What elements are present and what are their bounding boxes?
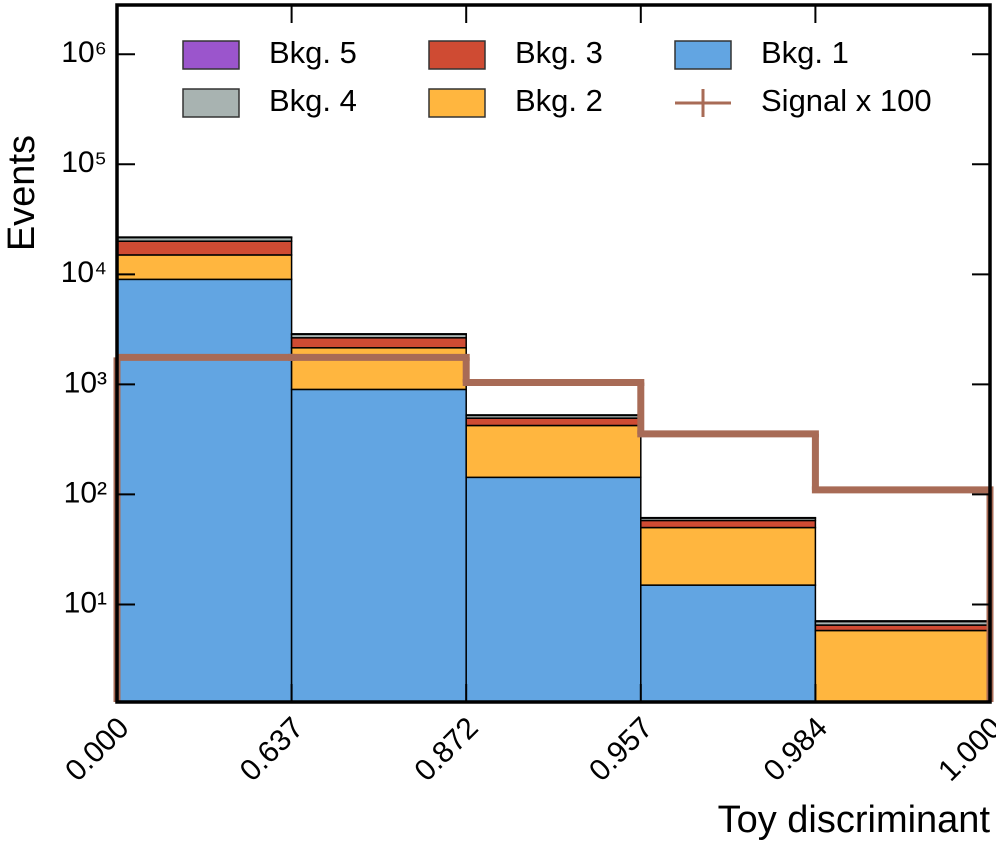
y-tick-label: 10⁴	[61, 256, 107, 289]
legend-swatch	[674, 40, 732, 70]
x-tick-label: 0.000	[59, 711, 135, 787]
legend-label: Bkg. 1	[761, 35, 849, 70]
bar-segment	[290, 333, 467, 336]
legend-label: Bkg. 2	[515, 83, 603, 118]
x-tick-label: 0.872	[408, 711, 484, 787]
bar-segment	[465, 417, 642, 427]
bar-segment	[465, 424, 642, 479]
y-tick-label: 10⁵	[61, 146, 107, 179]
bar-segment	[814, 629, 991, 703]
y-tick-label: 10⁶	[61, 36, 107, 69]
y-tick-label: 10¹	[64, 586, 107, 619]
x-tick-label: 0.637	[234, 711, 310, 787]
bar-segment	[290, 337, 467, 349]
legend-label: Bkg. 4	[269, 83, 357, 118]
x-axis-title: Toy discriminant	[718, 799, 991, 841]
bar-segment	[116, 278, 293, 703]
y-tick-label: 10²	[64, 476, 107, 509]
bar-segment	[116, 254, 293, 281]
x-tick-label: 0.957	[583, 711, 659, 787]
legend-label: Bkg. 3	[515, 35, 603, 70]
bar-segment	[640, 526, 817, 586]
legend-label: Bkg. 5	[269, 35, 357, 70]
x-tick-label: 1.000	[932, 711, 996, 787]
plot-frame	[115, 3, 992, 704]
bar-segment	[640, 584, 817, 703]
y-axis-title: Events	[1, 135, 43, 251]
plot-area	[113, 236, 994, 703]
legend-label: Signal x 100	[761, 83, 932, 118]
bar-segment	[465, 476, 642, 703]
legend-swatch	[428, 40, 486, 70]
bar-segment	[814, 620, 991, 623]
legend-swatch	[182, 88, 240, 118]
legend-swatch	[428, 88, 486, 118]
x-tick-label: 0.984	[758, 711, 834, 787]
bar-segment	[814, 624, 991, 632]
legend-swatch	[182, 40, 240, 70]
y-tick-label: 10³	[64, 366, 107, 399]
bar-segment	[640, 519, 817, 529]
bar-segment	[290, 388, 467, 703]
bar-segment	[116, 240, 293, 256]
